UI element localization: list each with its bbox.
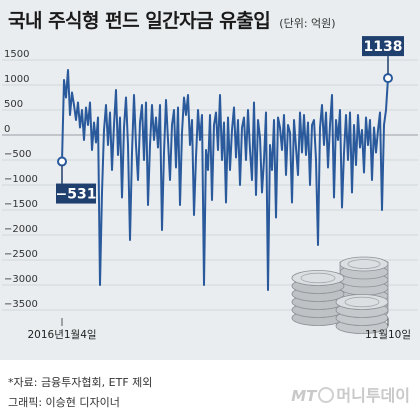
title-row: 국내 주식형 펀드 일간자금 유출입 (단위: 억원) xyxy=(8,6,336,33)
y-tick-label: 500 xyxy=(4,99,23,110)
coin-stacks-icon xyxy=(291,256,389,334)
chart-area: 1500 1000 500 0 −500 −1000 −1500 −2000 −2500 −300… xyxy=(0,0,420,360)
footer: *자료: 금융투자협회, ETF 제외 그래픽: 이승현 디자이너 MT 머니투데… xyxy=(0,360,420,412)
graphic-credit: 그래픽: 이승현 디자이너 xyxy=(8,396,120,409)
series-line xyxy=(61,69,389,291)
logo-prefix: MT xyxy=(291,387,317,405)
y-tick-label: 0 xyxy=(4,124,10,135)
y-tick-label: −1000 xyxy=(4,174,38,185)
end-value-label: 1138 xyxy=(364,39,403,55)
y-tick-label: −3500 xyxy=(4,299,38,310)
y-tick-label: −1500 xyxy=(4,199,38,210)
start-value-label: −531 xyxy=(56,187,97,203)
end-label-box xyxy=(362,36,404,57)
chart-title: 국내 주식형 펀드 일간자금 유출입 xyxy=(8,10,271,32)
y-tick-label: 1000 xyxy=(4,74,29,85)
source-note: *자료: 금융투자협회, ETF 제외 xyxy=(8,376,153,389)
start-point-marker xyxy=(57,156,67,167)
line-chart: 1500 1000 500 0 −500 −1000 −1500 −2000 −2500 −300… xyxy=(2,36,418,341)
globe-icon xyxy=(318,387,335,403)
logo-text: 머니투데이 xyxy=(336,386,410,405)
y-tick-label: −500 xyxy=(4,149,31,160)
y-tick-label: −3000 xyxy=(4,274,38,285)
y-tick-label: −2000 xyxy=(4,224,38,235)
start-label-box xyxy=(56,183,96,204)
x-tick-label: 2016년1월4일 xyxy=(27,328,96,341)
publisher-logo: MT 머니투데이 xyxy=(291,382,410,406)
y-tick-label: 1500 xyxy=(4,49,29,60)
y-tick-label: −2500 xyxy=(4,249,38,260)
x-tick-label: 11월10일 xyxy=(365,328,411,341)
end-point-marker xyxy=(383,73,393,84)
unit-label: (단위: 억원) xyxy=(279,17,336,30)
